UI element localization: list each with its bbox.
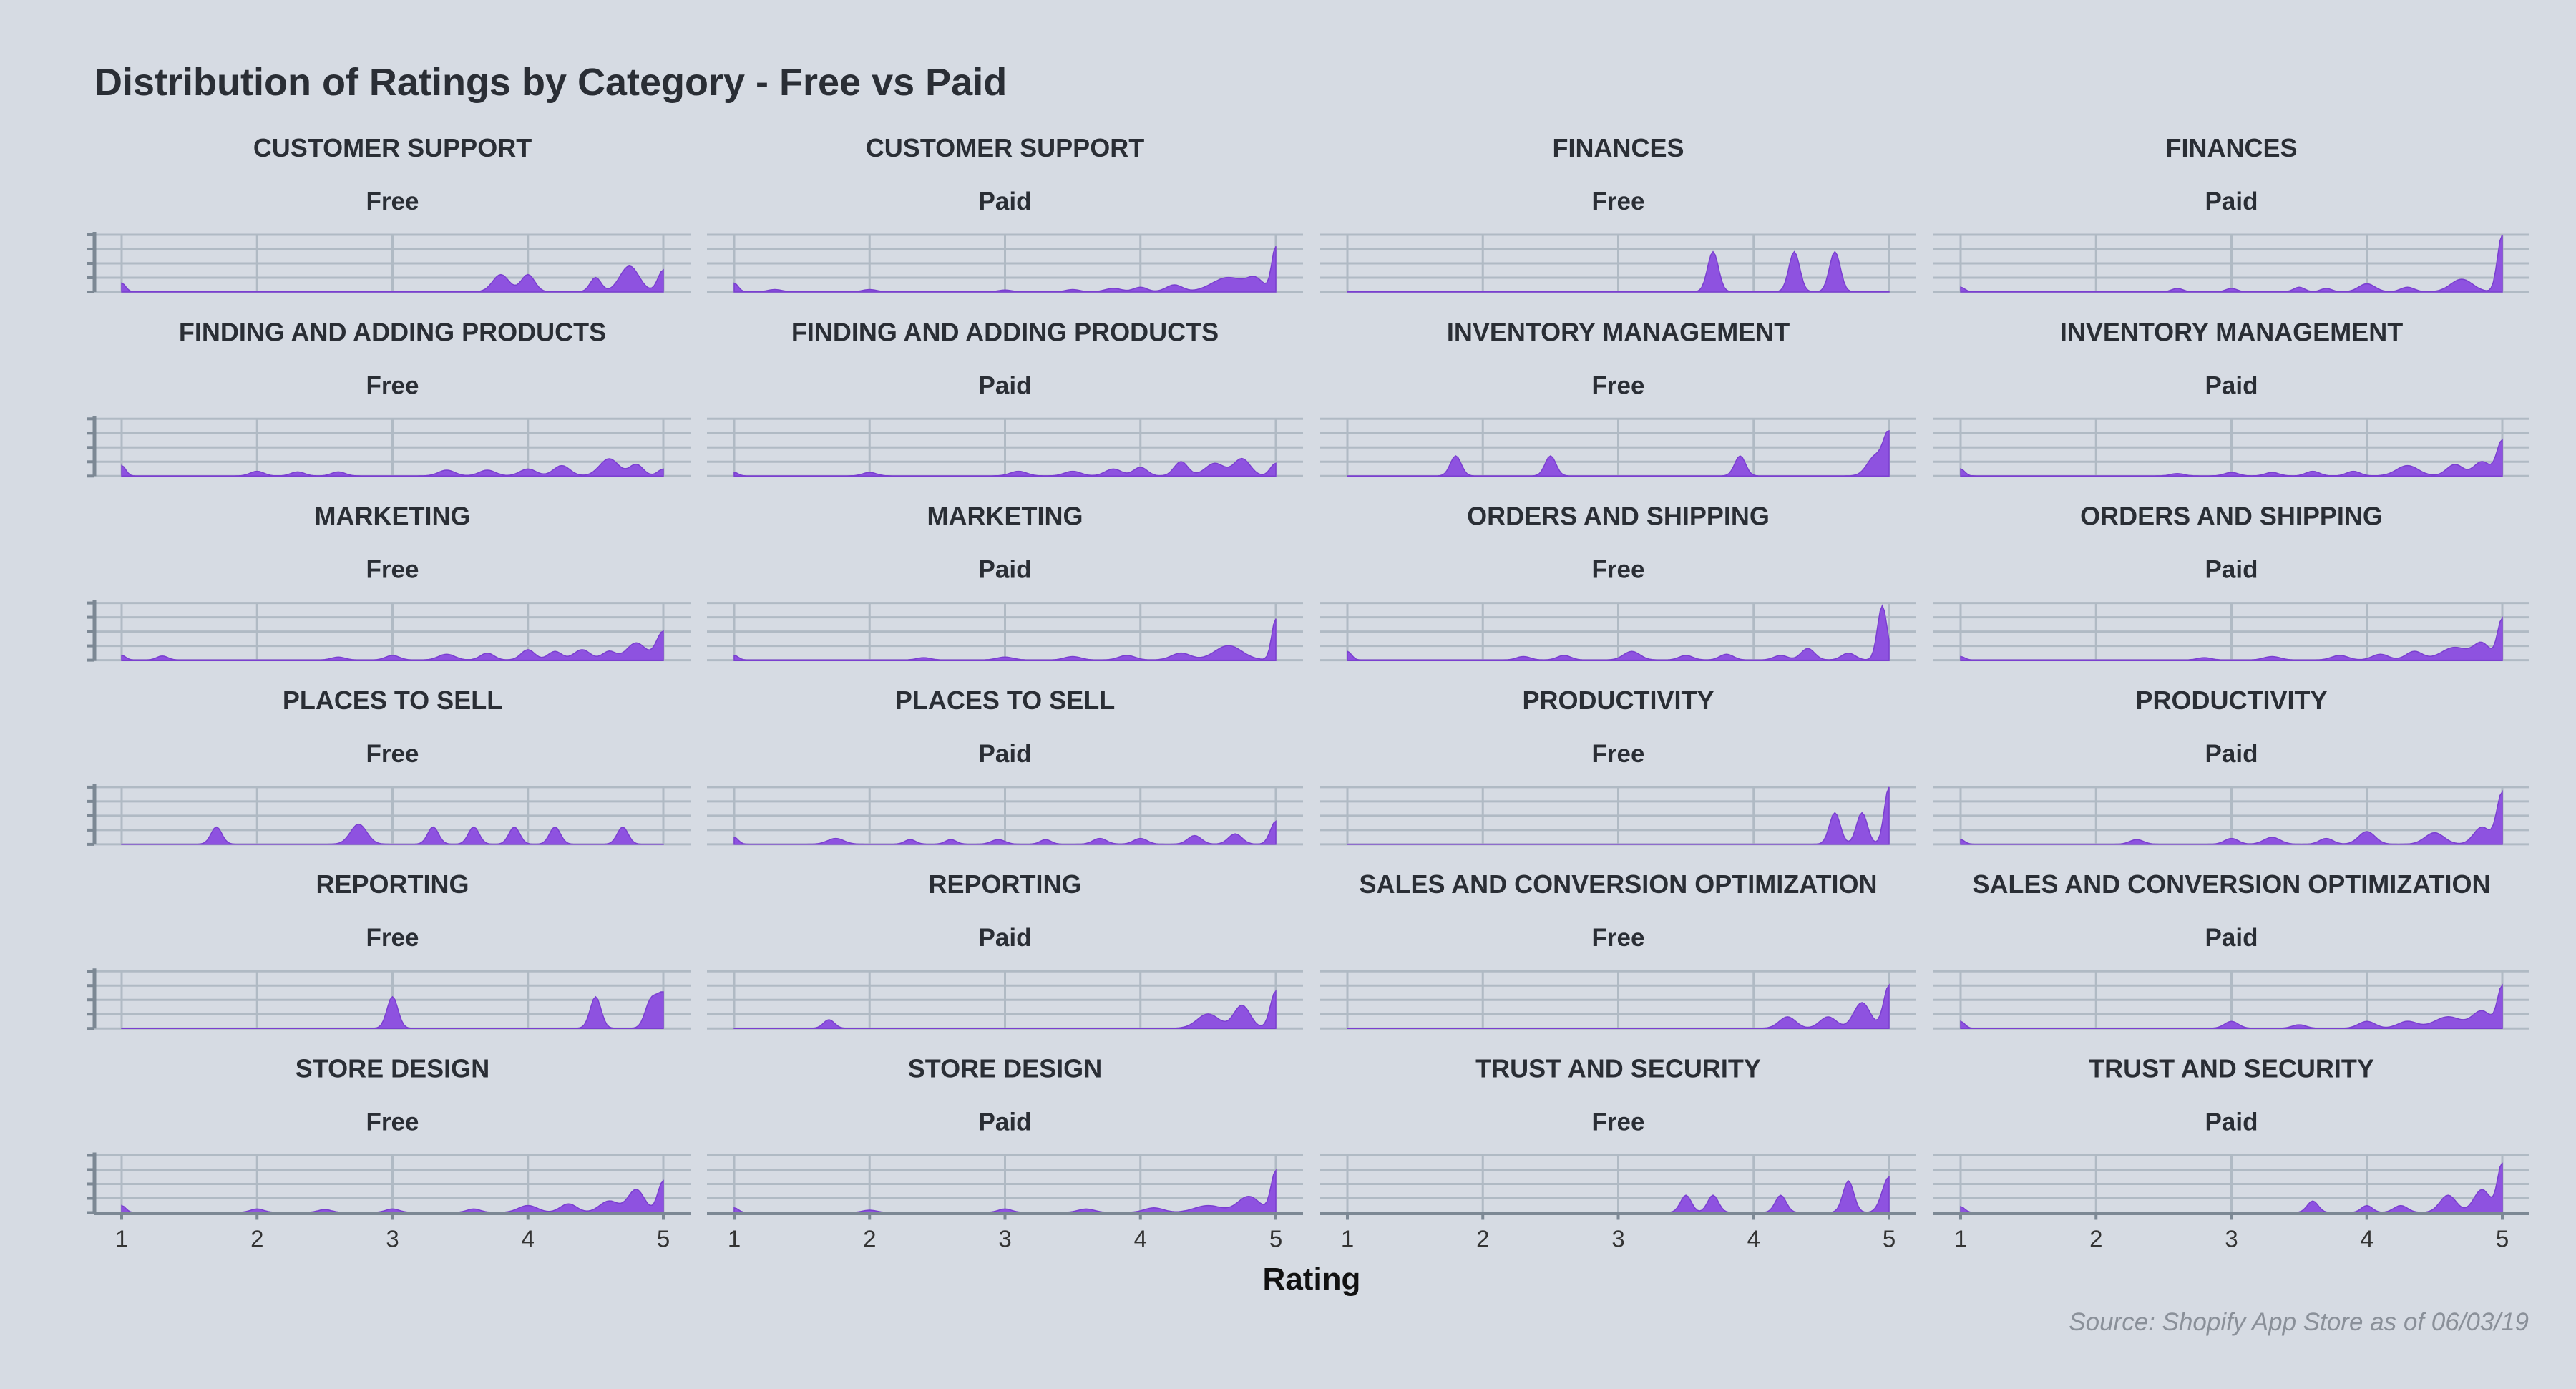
facet-category-label: SALES AND CONVERSION OPTIMIZATION (1359, 869, 1877, 899)
facet-pricing-label: Free (366, 556, 419, 584)
x-tick-label: 1 (115, 1226, 128, 1252)
facet-pricing-label: Paid (979, 556, 1032, 584)
facet-pricing-label: Paid (2205, 187, 2258, 215)
density-area (121, 265, 664, 293)
density-area (1960, 789, 2503, 845)
density-area (733, 989, 1277, 1029)
facet-pricing-label: Paid (979, 187, 1032, 215)
x-tick-label: 1 (728, 1226, 741, 1252)
facet-pricing-label: Paid (979, 924, 1032, 952)
density-area (1960, 616, 2503, 661)
facet-category-label: CUSTOMER SUPPORT (866, 133, 1144, 162)
facet-category-label: ORDERS AND SHIPPING (1467, 502, 1770, 531)
facet-pricing-label: Paid (979, 740, 1032, 768)
facet-category-label: MARKETING (927, 502, 1083, 531)
facet-category-label: INVENTORY MANAGEMENT (2060, 317, 2403, 346)
chart-title: Distribution of Ratings by Category - Fr… (94, 61, 1008, 104)
density-area (1347, 604, 1890, 661)
x-tick-label: 2 (863, 1226, 876, 1252)
facet-pricing-label: Free (366, 187, 419, 215)
facet-pricing-label: Paid (979, 371, 1032, 399)
facet-category-label: SALES AND CONVERSION OPTIMIZATION (1972, 869, 2490, 899)
facet-pricing-label: Free (1592, 924, 1645, 952)
density-area (1960, 438, 2503, 477)
density-area (1347, 786, 1890, 845)
x-tick-label: 3 (1611, 1226, 1624, 1252)
x-tick-label: 1 (1341, 1226, 1354, 1252)
density-area (1347, 250, 1890, 293)
facet-category-label: INVENTORY MANAGEMENT (1447, 317, 1790, 346)
facet-pricing-label: Free (1592, 1108, 1645, 1136)
facet-category-label: FINDING AND ADDING PRODUCTS (179, 317, 606, 346)
facet-pricing-label: Paid (2205, 1108, 2258, 1136)
x-tick-label: 3 (386, 1226, 399, 1252)
x-tick-label: 2 (1476, 1226, 1489, 1252)
facet-category-label: TRUST AND SECURITY (1475, 1054, 1761, 1083)
facet-pricing-label: Free (366, 371, 419, 399)
facet-pricing-label: Paid (2205, 556, 2258, 584)
facet-pricing-label: Free (1592, 187, 1645, 215)
facet-category-label: PRODUCTIVITY (1522, 686, 1714, 715)
facet-category-label: MARKETING (315, 502, 471, 531)
x-tick-label: 4 (2361, 1226, 2373, 1252)
facet-category-label: REPORTING (928, 869, 1081, 899)
facet-category-label: REPORTING (316, 869, 469, 899)
facet-category-label: FINDING AND ADDING PRODUCTS (791, 317, 1219, 346)
facet-pricing-label: Free (1592, 740, 1645, 768)
facet-pricing-label: Free (1592, 371, 1645, 399)
x-tick-label: 1 (1954, 1226, 1967, 1252)
density-area (733, 246, 1277, 293)
density-area (1960, 983, 2503, 1029)
facet-category-label: STORE DESIGN (296, 1054, 489, 1083)
x-tick-label: 5 (657, 1226, 670, 1252)
facet-pricing-label: Paid (2205, 371, 2258, 399)
facet-pricing-label: Free (366, 1108, 419, 1136)
density-area (121, 991, 664, 1029)
x-tick-label: 2 (250, 1226, 263, 1252)
x-tick-label: 4 (522, 1226, 535, 1252)
facet-category-label: FINANCES (1552, 133, 1684, 162)
facet-pricing-label: Free (366, 924, 419, 952)
x-axis-title: Rating (1263, 1262, 1361, 1297)
facet-category-label: PRODUCTIVITY (2135, 686, 2327, 715)
density-area (121, 458, 664, 477)
facet-pricing-label: Paid (979, 1108, 1032, 1136)
facet-category-label: PLACES TO SELL (283, 686, 502, 715)
x-tick-label: 3 (2225, 1226, 2238, 1252)
x-tick-label: 5 (1883, 1226, 1896, 1252)
density-area (1347, 983, 1890, 1029)
x-tick-label: 3 (998, 1226, 1011, 1252)
facet-category-label: PLACES TO SELL (895, 686, 1115, 715)
facet-category-label: CUSTOMER SUPPORT (253, 133, 532, 162)
facet-category-label: FINANCES (2165, 133, 2297, 162)
x-tick-label: 4 (1747, 1226, 1760, 1252)
facet-category-label: TRUST AND SECURITY (2089, 1054, 2374, 1083)
x-tick-label: 5 (1269, 1226, 1282, 1252)
x-tick-label: 5 (2496, 1226, 2509, 1252)
density-area (733, 820, 1277, 845)
facet-category-label: ORDERS AND SHIPPING (2080, 502, 2383, 531)
density-area (121, 823, 664, 845)
density-area (733, 457, 1277, 477)
facet-pricing-label: Free (1592, 556, 1645, 584)
density-area (733, 618, 1277, 661)
density-area (121, 630, 664, 661)
facet-pricing-label: Paid (2205, 740, 2258, 768)
x-tick-label: 2 (2089, 1226, 2102, 1252)
facet-pricing-label: Free (366, 740, 419, 768)
facet-category-label: STORE DESIGN (908, 1054, 1102, 1083)
source-caption: Source: Shopify App Store as of 06/03/19 (2069, 1308, 2529, 1336)
density-area (1960, 234, 2503, 293)
x-tick-label: 4 (1134, 1226, 1147, 1252)
density-area (1347, 429, 1890, 477)
facet-pricing-label: Paid (2205, 924, 2258, 952)
